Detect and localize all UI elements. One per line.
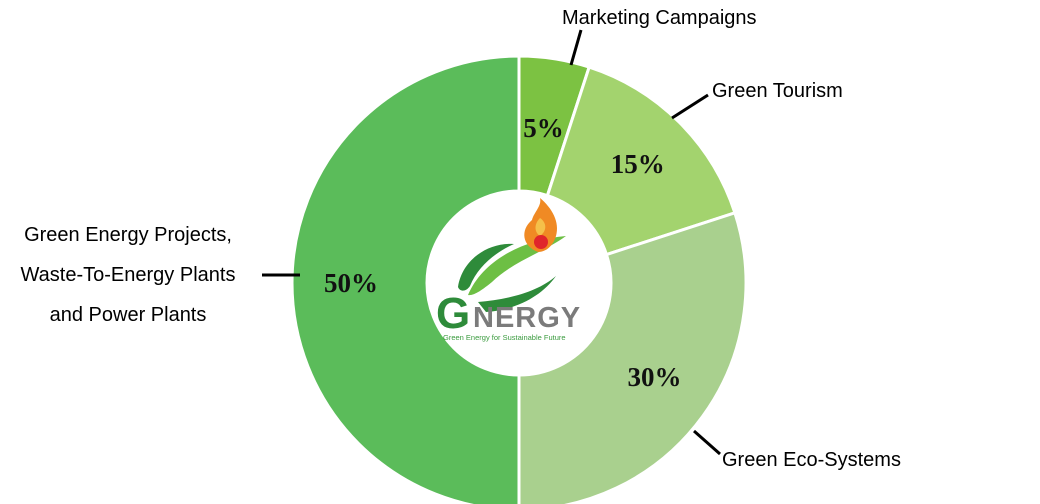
red-dot-icon [534, 235, 548, 249]
leader-lines [262, 29, 721, 456]
leader-line-1 [569, 29, 583, 66]
percent-label-1: 5% [523, 113, 564, 143]
category-label-4-line-1: Green Energy Projects, [24, 224, 232, 246]
percent-label-4: 50% [324, 268, 378, 298]
gnergy-logo: G NERGY Green Energy for Sustainable Fut… [427, 191, 611, 375]
category-label-4-line-2: Waste-To-Energy Plants [21, 264, 236, 286]
logo-tagline: Green Energy for Sustainable Future [443, 333, 566, 342]
percent-label-2: 15% [611, 149, 665, 179]
percent-labels: 5% 15% 30% 50% [324, 113, 681, 392]
category-label-1: Marketing Campaigns [562, 7, 757, 29]
logo-wordmark: NERGY [473, 302, 581, 334]
donut-slices [290, 54, 748, 504]
flame-icon [524, 198, 558, 252]
category-labels: Marketing Campaigns Green Tourism Green Ec… [21, 7, 901, 471]
category-label-4-line-3: and Power Plants [50, 304, 207, 326]
leader-line-3 [693, 429, 721, 456]
donut-hole [427, 191, 611, 375]
category-label-2: Green Tourism [712, 80, 843, 102]
category-label-3: Green Eco-Systems [722, 449, 901, 471]
logo-initial: G [436, 289, 470, 338]
leaf-icon [458, 236, 566, 312]
percent-label-3: 30% [627, 362, 681, 392]
leader-line-2 [671, 93, 709, 120]
